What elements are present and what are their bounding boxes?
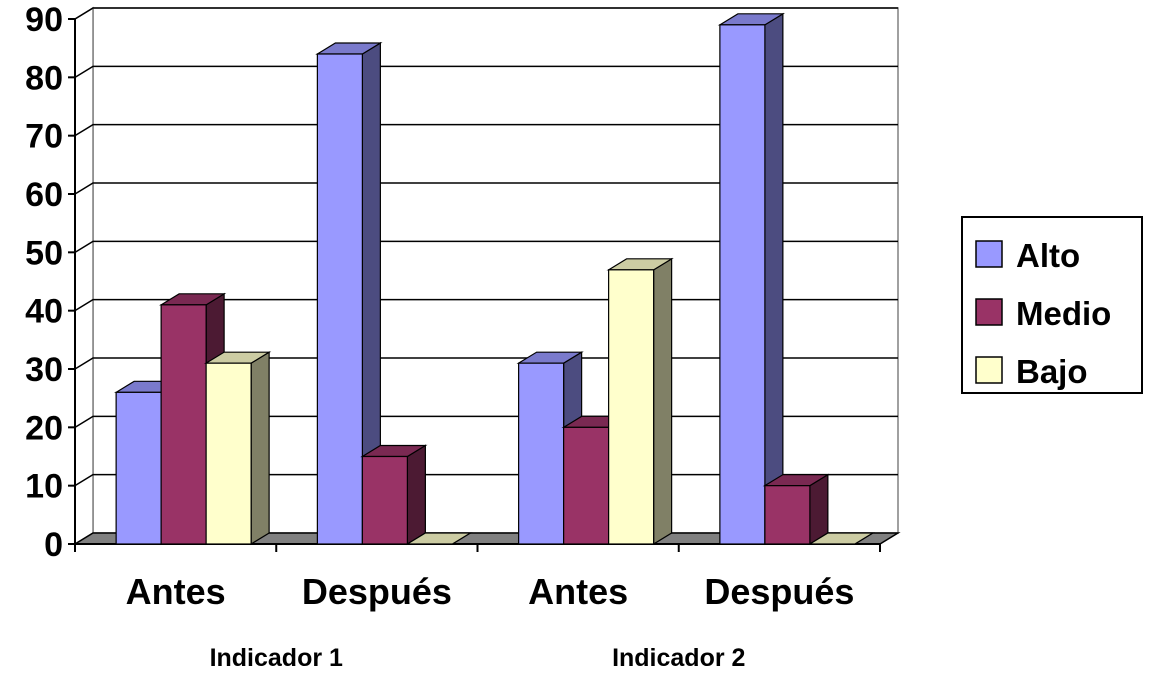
- y-tick-label: 90: [25, 1, 63, 39]
- x-tick-label: Después: [704, 571, 854, 612]
- legend-label: Alto: [1016, 237, 1080, 274]
- bar: [563, 426, 610, 545]
- gridline: [74, 182, 898, 195]
- gridline: [74, 123, 898, 137]
- plot-side-wall: [74, 6, 94, 546]
- x-tick-label: Antes: [126, 571, 226, 612]
- bar: [205, 362, 252, 545]
- y-tick-label: 10: [25, 468, 63, 506]
- y-tick-label: 20: [25, 409, 63, 447]
- x-group-label: Indicador 2: [612, 644, 745, 672]
- x-tick-label: Después: [302, 571, 452, 612]
- legend-swatch: [975, 356, 1003, 384]
- bar-side: [809, 473, 829, 546]
- x-group-label: Indicador 1: [210, 644, 343, 672]
- y-tick-label: 30: [25, 351, 63, 389]
- bar-side: [653, 257, 673, 546]
- x-tick-label: Antes: [528, 571, 628, 612]
- y-tick-label: 0: [44, 526, 63, 564]
- bar-side: [250, 351, 270, 546]
- gridline: [74, 7, 898, 20]
- bar: [316, 53, 363, 545]
- bar-top: [405, 532, 473, 545]
- bar: [608, 269, 655, 545]
- y-tick-label: 80: [25, 59, 63, 97]
- y-tick-label: 50: [25, 234, 63, 272]
- bar: [361, 455, 408, 545]
- legend-label: Bajo: [1016, 353, 1088, 390]
- legend-label: Medio: [1016, 295, 1111, 332]
- bar-side: [764, 12, 784, 546]
- bar: [115, 391, 162, 545]
- y-tick-label: 40: [25, 293, 63, 331]
- bar: [160, 304, 207, 545]
- gridline: [74, 65, 898, 78]
- bar: [764, 485, 811, 545]
- y-tick-label: 60: [25, 176, 63, 214]
- legend-swatch: [975, 240, 1003, 268]
- legend-swatch: [975, 298, 1003, 326]
- bar-top: [807, 532, 876, 545]
- bar-side: [406, 444, 426, 546]
- gridline: [74, 240, 898, 253]
- bar: [719, 24, 766, 545]
- bar: [518, 362, 565, 545]
- y-tick-label: 70: [25, 118, 63, 156]
